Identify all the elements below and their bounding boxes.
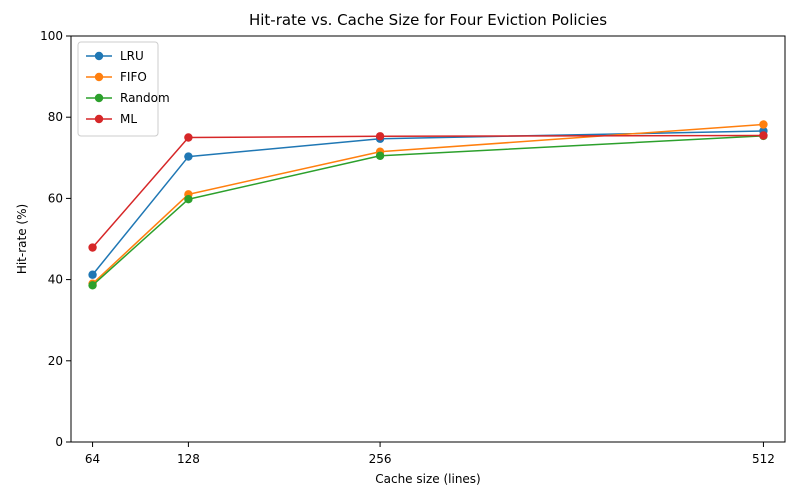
x-axis-label: Cache size (lines) (375, 472, 481, 486)
series-lru (88, 126, 768, 279)
tick-layer: 64 128 256 512 0 20 40 60 80 100 (40, 29, 775, 466)
legend-item-fifo: FIFO (86, 70, 147, 84)
data-point-random (375, 151, 385, 160)
legend-label-ml: ML (120, 112, 137, 126)
data-point-ml (184, 133, 193, 142)
y-tick-label: 100 (40, 29, 63, 43)
axes (70, 35, 786, 443)
plot-area: 64 128 256 512 0 20 40 60 80 100 LRU FIFO Random ML (40, 29, 786, 466)
legend-marker-random (94, 93, 104, 103)
data-point-random (184, 195, 193, 204)
legend-item-ml: ML (86, 112, 137, 126)
y-axis-label: Hit-rate (%) (15, 204, 29, 274)
x-tick-label: 64 (85, 452, 100, 466)
legend: LRU FIFO Random ML (77, 41, 170, 137)
plot-frame (70, 35, 786, 443)
legend-box (77, 41, 159, 137)
series-line-lru (91, 130, 764, 276)
chart-title: Hit-rate vs. Cache Size for Four Evictio… (249, 11, 607, 29)
data-point-fifo (759, 120, 768, 129)
y-tick-label: 20 (48, 354, 63, 368)
data-point-ml (88, 243, 97, 252)
series-layer (88, 120, 768, 290)
x-tick-label: 512 (752, 452, 775, 466)
x-tick-label: 256 (369, 452, 392, 466)
y-tick-label: 80 (48, 110, 63, 124)
x-tick-label: 128 (177, 452, 200, 466)
series-ml (88, 131, 768, 252)
series-line-random (92, 135, 764, 286)
legend-marker-lru (94, 51, 104, 61)
legend-item-lru: LRU (86, 49, 144, 63)
data-point-ml (759, 131, 768, 140)
data-point-lru (88, 270, 97, 279)
y-tick-label: 40 (48, 273, 63, 287)
legend-label-fifo: FIFO (120, 70, 147, 84)
y-tick-label: 60 (48, 191, 63, 205)
data-point-ml (375, 132, 385, 141)
series-line-ml (91, 134, 764, 249)
legend-marker-fifo (94, 72, 104, 82)
legend-label-lru: LRU (120, 49, 144, 63)
data-point-random (88, 281, 97, 290)
data-point-lru (184, 152, 193, 161)
y-tick-label: 0 (55, 435, 63, 449)
legend-item-random: Random (86, 91, 170, 105)
legend-label-random: Random (120, 91, 170, 105)
series-line-fifo (92, 123, 764, 285)
legend-marker-ml (94, 114, 104, 124)
